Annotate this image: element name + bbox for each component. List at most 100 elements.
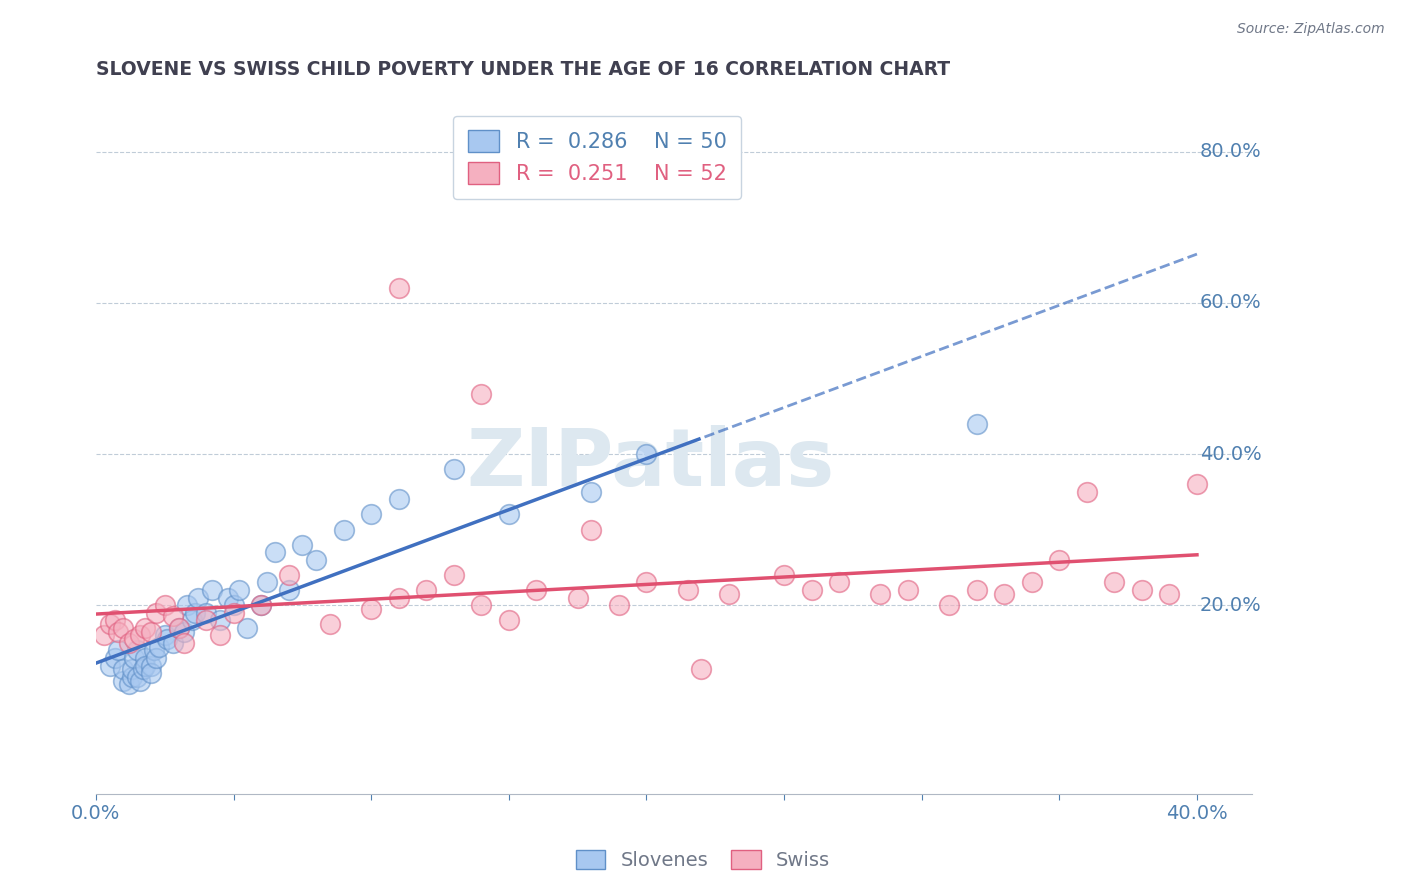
Point — [142, 643, 165, 657]
Point — [828, 575, 851, 590]
Point — [332, 523, 354, 537]
Point — [470, 386, 492, 401]
Point — [112, 621, 135, 635]
Point — [187, 591, 209, 605]
Point — [443, 568, 465, 582]
Point — [127, 643, 149, 657]
Text: 40.0%: 40.0% — [1199, 444, 1261, 464]
Point — [228, 582, 250, 597]
Point — [256, 575, 278, 590]
Point — [104, 651, 127, 665]
Point — [107, 624, 129, 639]
Point — [443, 462, 465, 476]
Point — [388, 281, 411, 295]
Point — [277, 582, 299, 597]
Text: 80.0%: 80.0% — [1199, 142, 1261, 161]
Point — [107, 643, 129, 657]
Point — [156, 632, 179, 647]
Point — [121, 662, 143, 676]
Point — [897, 582, 920, 597]
Point — [567, 591, 589, 605]
Point — [1104, 575, 1126, 590]
Point — [773, 568, 796, 582]
Text: 20.0%: 20.0% — [1199, 596, 1261, 615]
Point — [869, 587, 891, 601]
Point — [153, 598, 176, 612]
Point — [134, 658, 156, 673]
Point — [1076, 484, 1098, 499]
Point — [167, 621, 190, 635]
Point — [360, 508, 382, 522]
Text: ZIPatlas: ZIPatlas — [467, 425, 835, 503]
Point — [118, 636, 141, 650]
Point — [176, 598, 198, 612]
Point — [263, 545, 285, 559]
Point — [291, 538, 314, 552]
Point — [98, 658, 121, 673]
Point — [162, 609, 184, 624]
Point — [129, 628, 152, 642]
Point — [250, 598, 273, 612]
Point — [208, 628, 231, 642]
Point — [195, 606, 218, 620]
Point — [222, 606, 245, 620]
Point — [676, 582, 699, 597]
Point — [388, 591, 411, 605]
Point — [524, 582, 547, 597]
Point — [167, 621, 190, 635]
Point — [1021, 575, 1043, 590]
Legend: Slovenes, Swiss: Slovenes, Swiss — [568, 842, 838, 878]
Point — [148, 640, 170, 654]
Point — [98, 617, 121, 632]
Point — [581, 523, 603, 537]
Point — [1185, 477, 1208, 491]
Point — [134, 651, 156, 665]
Point — [173, 636, 195, 650]
Text: 60.0%: 60.0% — [1199, 293, 1261, 312]
Point — [581, 484, 603, 499]
Point — [134, 621, 156, 635]
Point — [153, 628, 176, 642]
Point — [195, 613, 218, 627]
Point — [607, 598, 630, 612]
Point — [145, 651, 167, 665]
Point — [636, 575, 658, 590]
Point — [132, 662, 155, 676]
Point — [388, 492, 411, 507]
Point — [208, 613, 231, 627]
Point — [124, 651, 146, 665]
Point — [636, 447, 658, 461]
Text: Source: ZipAtlas.com: Source: ZipAtlas.com — [1237, 22, 1385, 37]
Point — [139, 666, 162, 681]
Point — [250, 598, 273, 612]
Point — [470, 598, 492, 612]
Point — [112, 673, 135, 688]
Point — [139, 624, 162, 639]
Point — [112, 662, 135, 676]
Point — [139, 658, 162, 673]
Point — [800, 582, 823, 597]
Text: SLOVENE VS SWISS CHILD POVERTY UNDER THE AGE OF 16 CORRELATION CHART: SLOVENE VS SWISS CHILD POVERTY UNDER THE… — [96, 60, 950, 78]
Point — [718, 587, 741, 601]
Point — [93, 628, 115, 642]
Point — [1159, 587, 1181, 601]
Point — [217, 591, 239, 605]
Point — [690, 662, 713, 676]
Point — [415, 582, 437, 597]
Point — [181, 613, 204, 627]
Point — [173, 624, 195, 639]
Point — [127, 670, 149, 684]
Point — [104, 613, 127, 627]
Point — [1047, 553, 1070, 567]
Point — [124, 632, 146, 647]
Point — [966, 582, 988, 597]
Point — [1130, 582, 1153, 597]
Point — [993, 587, 1015, 601]
Point — [360, 602, 382, 616]
Point — [305, 553, 328, 567]
Point — [222, 598, 245, 612]
Point — [277, 568, 299, 582]
Point — [121, 670, 143, 684]
Point — [118, 677, 141, 691]
Point — [184, 606, 207, 620]
